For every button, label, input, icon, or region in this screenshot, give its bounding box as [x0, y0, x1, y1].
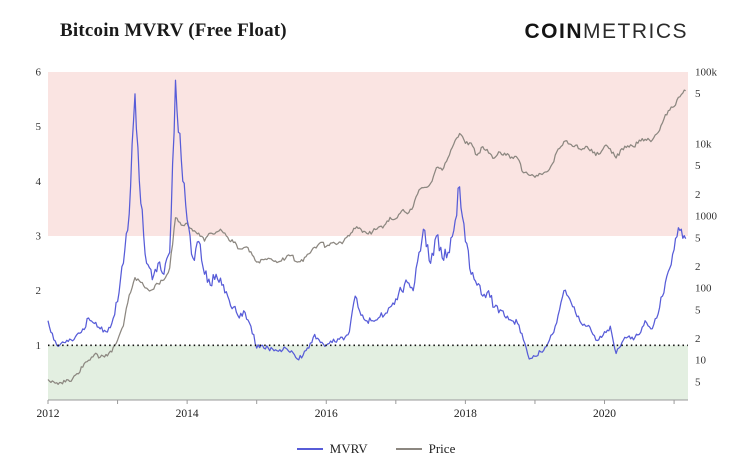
legend-label-price: Price: [428, 441, 456, 456]
mvrv-line-swatch: [296, 448, 323, 450]
svg-text:10k: 10k: [695, 139, 712, 151]
logo-coin-text: COIN: [524, 20, 583, 43]
logo-metrics-text: METRICS: [583, 20, 688, 43]
legend-item-price: Price: [395, 441, 456, 457]
legend-item-mvrv: MVRV: [296, 441, 368, 457]
svg-text:5: 5: [36, 121, 42, 133]
svg-text:2012: 2012: [37, 408, 60, 420]
svg-text:3: 3: [36, 231, 42, 243]
svg-text:2018: 2018: [454, 408, 477, 420]
svg-text:2: 2: [695, 261, 701, 273]
coinmetrics-logo: COINMETRICS: [525, 20, 689, 44]
svg-text:100k: 100k: [695, 67, 718, 79]
svg-text:5: 5: [695, 160, 701, 172]
svg-text:100: 100: [695, 283, 712, 295]
svg-text:2014: 2014: [176, 408, 199, 420]
svg-text:5: 5: [695, 232, 701, 244]
svg-text:10: 10: [695, 355, 707, 367]
svg-text:2: 2: [695, 333, 701, 345]
svg-text:2020: 2020: [593, 408, 616, 420]
svg-text:2016: 2016: [315, 408, 338, 420]
svg-text:4: 4: [36, 176, 42, 188]
svg-text:1: 1: [36, 340, 42, 352]
svg-text:6: 6: [36, 67, 42, 79]
svg-text:5: 5: [695, 88, 701, 100]
price-line-swatch: [395, 448, 422, 450]
svg-text:5: 5: [695, 304, 701, 316]
svg-text:2: 2: [695, 189, 701, 201]
page-title: Bitcoin MVRV (Free Float): [60, 20, 287, 41]
svg-text:2: 2: [36, 285, 42, 297]
legend-label-mvrv: MVRV: [329, 441, 368, 456]
chart-legend: MVRV Price: [0, 441, 752, 457]
svg-text:5: 5: [695, 376, 701, 388]
svg-text:1000: 1000: [695, 211, 718, 223]
